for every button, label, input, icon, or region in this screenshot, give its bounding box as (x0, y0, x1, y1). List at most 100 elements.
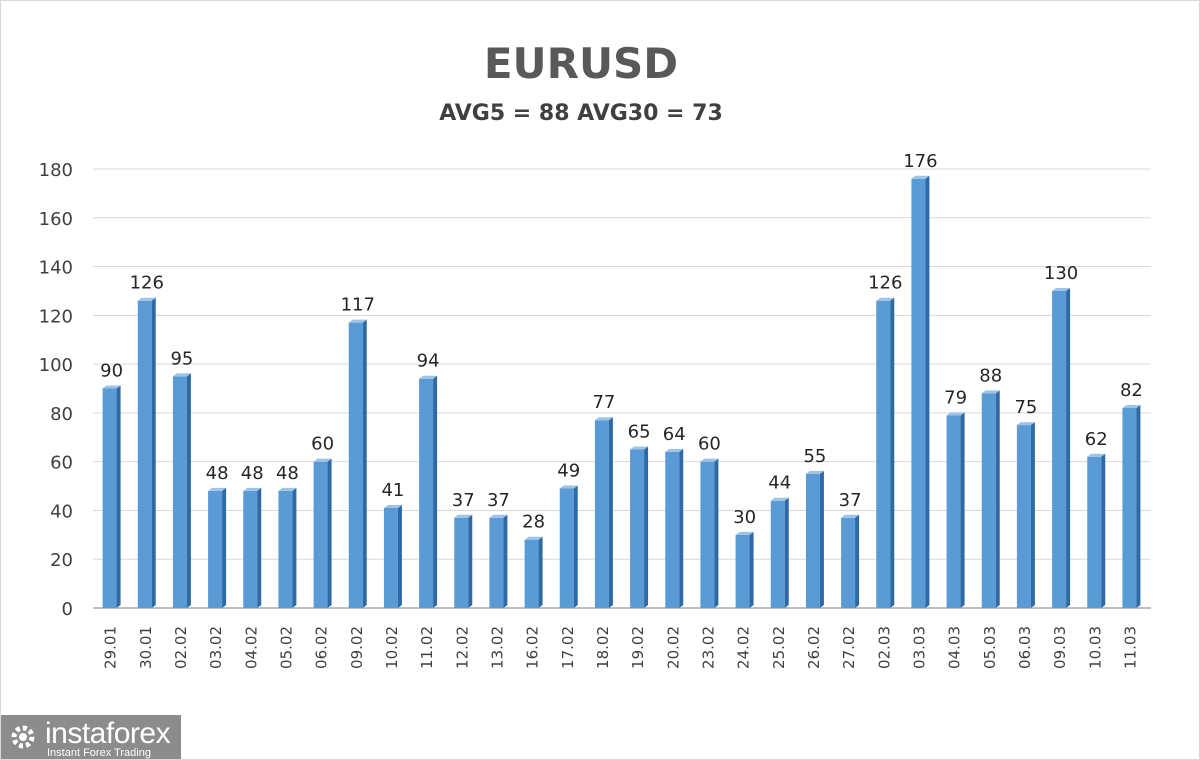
bar (489, 517, 504, 608)
bar-side (819, 470, 824, 608)
bar-side (186, 373, 191, 608)
bar (911, 178, 926, 608)
bar-top (137, 297, 156, 301)
data-label: 117 (341, 295, 375, 316)
bar-side (1066, 287, 1071, 608)
data-label: 48 (206, 463, 229, 484)
x-tick-label: 12.02 (453, 626, 471, 669)
bar-side (397, 505, 402, 608)
bar-top (1122, 405, 1141, 409)
bar (594, 420, 609, 608)
bar (559, 488, 574, 608)
bar-side (679, 448, 684, 608)
bar-side (433, 375, 438, 608)
bar-top (911, 175, 930, 179)
bar (665, 451, 680, 608)
logo-tagline: Instant Forex Trading (47, 747, 151, 759)
bar-top (243, 487, 262, 491)
y-tick-label: 140 (39, 258, 73, 279)
bar (383, 508, 398, 608)
bar-top (876, 297, 895, 301)
bar-top (841, 514, 860, 518)
x-tick-label: 06.03 (1016, 626, 1034, 669)
bar (876, 300, 891, 608)
x-tick-label: 10.03 (1086, 626, 1104, 669)
y-tick-label: 0 (62, 599, 73, 620)
bar (1052, 290, 1067, 608)
data-label: 65 (628, 421, 651, 442)
bar-side (538, 536, 543, 608)
x-tick-label: 09.03 (1051, 626, 1069, 669)
data-label: 95 (170, 348, 193, 369)
bar-top (419, 375, 438, 379)
bar (700, 461, 715, 608)
data-label: 30 (733, 507, 756, 528)
bar-side (327, 458, 332, 608)
bar-top (665, 448, 684, 452)
bar-side (1030, 422, 1035, 608)
y-tick-label: 20 (50, 550, 73, 571)
x-tick-label: 23.02 (699, 626, 717, 669)
logo-gear-icon (11, 725, 35, 749)
x-tick-label: 18.02 (594, 626, 612, 669)
x-tick-label: 03.02 (207, 626, 225, 669)
bar (313, 461, 328, 608)
bar-top (313, 458, 332, 462)
bar-side (784, 497, 789, 608)
bar (946, 415, 961, 608)
x-tick-label: 29.01 (102, 626, 120, 669)
data-label: 48 (276, 463, 299, 484)
bar-side (644, 446, 649, 608)
x-tick-label: 04.03 (946, 626, 964, 669)
bar (172, 376, 187, 608)
data-label: 37 (452, 490, 475, 511)
bar-side (257, 487, 262, 608)
bar (805, 473, 820, 608)
bar-top (278, 487, 297, 491)
bar-side (1101, 453, 1106, 608)
bar (630, 449, 645, 608)
x-tick-label: 09.02 (348, 626, 366, 669)
chart-title: EURUSD (483, 39, 679, 88)
bar-top (1052, 287, 1071, 291)
bar-top (559, 485, 578, 489)
x-tick-label: 04.02 (242, 626, 260, 669)
y-tick-label: 120 (39, 306, 73, 327)
bar-top (524, 536, 543, 540)
bar-side (714, 458, 719, 608)
x-tick-label: 19.02 (629, 626, 647, 669)
bar-top (630, 446, 649, 450)
bar-top (454, 514, 473, 518)
bar-side (151, 297, 156, 608)
data-label: 64 (663, 424, 686, 445)
x-tick-label: 11.02 (418, 626, 436, 669)
y-tick-label: 60 (50, 453, 73, 474)
x-tick-label: 16.02 (524, 626, 542, 669)
y-tick-label: 180 (39, 160, 73, 181)
data-label: 126 (868, 273, 902, 294)
x-tick-label: 10.02 (383, 626, 401, 669)
bar-top (700, 458, 719, 462)
x-tick-label: 13.02 (488, 626, 506, 669)
bar (735, 534, 750, 608)
bar (243, 490, 258, 608)
bar (981, 393, 996, 608)
bar-side (1136, 405, 1141, 608)
bar (348, 322, 363, 608)
data-label: 44 (768, 473, 791, 494)
bar-side (925, 175, 930, 608)
bar-side (292, 487, 297, 608)
data-label: 41 (381, 480, 404, 501)
bar-top (208, 487, 227, 491)
bar-side (503, 514, 508, 608)
data-label: 49 (557, 460, 580, 481)
bar (1016, 425, 1031, 608)
bar (841, 517, 856, 608)
bar (454, 517, 469, 608)
x-tick-label: 11.03 (1121, 626, 1139, 669)
bar-top (1016, 422, 1035, 426)
x-tick-label: 02.02 (172, 626, 190, 669)
x-tick-label: 03.03 (910, 626, 928, 669)
